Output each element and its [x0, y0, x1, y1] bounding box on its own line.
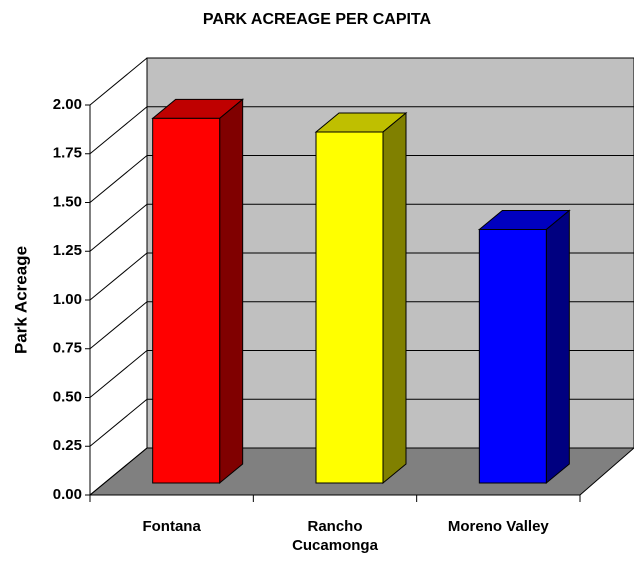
- bar: [152, 117, 221, 484]
- y-tick-label: 0.75: [53, 340, 82, 357]
- grid-line: [89, 301, 148, 350]
- grid-line: [89, 447, 148, 496]
- bar: [478, 229, 547, 484]
- bar: [315, 131, 384, 484]
- grid-line: [89, 57, 148, 106]
- y-tick-label: 0.00: [53, 486, 82, 503]
- y-tick-label: 2.00: [53, 96, 82, 113]
- chart-title: PARK ACREAGE PER CAPITA: [203, 11, 432, 28]
- y-tick-label: 0.50: [53, 388, 82, 405]
- y-tick-label: 1.00: [53, 291, 82, 308]
- bar-side: [545, 209, 570, 485]
- y-tick-label: 1.25: [53, 242, 82, 259]
- grid-line: [89, 398, 148, 447]
- grid-line: [89, 203, 148, 252]
- x-tick-label: Moreno Valley: [447, 518, 549, 535]
- bar-side: [219, 98, 244, 485]
- x-tick-label: Fontana: [142, 518, 201, 535]
- y-tick-label: 1.75: [53, 145, 82, 162]
- x-tick-label: Rancho Cucamonga: [292, 518, 378, 554]
- grid-line: [89, 155, 148, 203]
- y-tick-label: 0.25: [53, 437, 82, 454]
- y-tick-label: 1.50: [53, 193, 82, 210]
- grid-line: [89, 350, 148, 398]
- y-axis-title: Park Acreage: [11, 246, 30, 354]
- grid-line: [89, 252, 148, 301]
- bar-side: [382, 111, 407, 485]
- grid-line: [89, 106, 148, 155]
